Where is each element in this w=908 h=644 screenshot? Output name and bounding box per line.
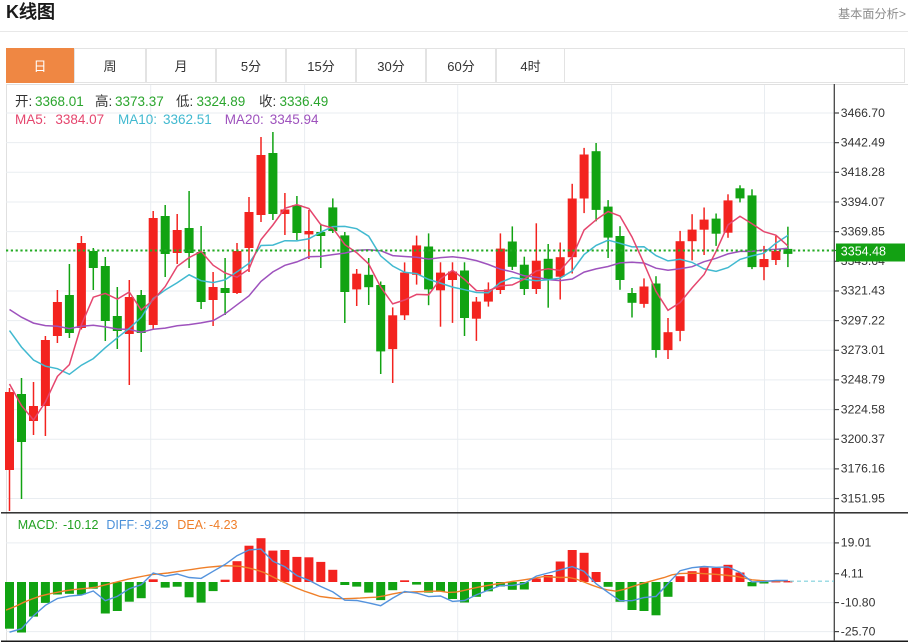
svg-text:MA20:: MA20: <box>225 112 264 127</box>
svg-text:3362.51: 3362.51 <box>163 112 212 127</box>
svg-text:-9.29: -9.29 <box>140 518 169 532</box>
svg-text:19.01: 19.01 <box>841 536 872 550</box>
svg-text:3176.16: 3176.16 <box>841 462 885 476</box>
svg-text:3466.70: 3466.70 <box>841 106 885 120</box>
svg-text:3354.48: 3354.48 <box>841 245 886 259</box>
svg-text:3248.79: 3248.79 <box>841 373 885 387</box>
svg-text:-25.70: -25.70 <box>841 624 876 638</box>
svg-text:3324.89: 3324.89 <box>197 94 246 109</box>
svg-text:高:: 高: <box>95 93 112 109</box>
svg-text:3384.07: 3384.07 <box>55 112 104 127</box>
svg-text:3345.94: 3345.94 <box>270 112 319 127</box>
svg-text:3297.22: 3297.22 <box>841 313 885 327</box>
svg-text:3200.37: 3200.37 <box>841 432 885 446</box>
svg-text:3418.28: 3418.28 <box>841 165 885 179</box>
svg-text:收:: 收: <box>259 94 276 109</box>
svg-text:MACD:: MACD: <box>18 518 58 532</box>
svg-text:-10.80: -10.80 <box>841 595 876 609</box>
svg-text:3273.01: 3273.01 <box>841 343 885 357</box>
svg-text:MA10:: MA10: <box>118 112 157 127</box>
svg-text:开:: 开: <box>15 94 32 109</box>
svg-text:-10.12: -10.12 <box>63 518 98 532</box>
svg-text:3368.01: 3368.01 <box>35 94 84 109</box>
svg-text:DIFF:: DIFF: <box>106 518 137 532</box>
svg-text:3151.95: 3151.95 <box>841 491 885 505</box>
svg-text:3336.49: 3336.49 <box>280 94 329 109</box>
svg-text:DEA:: DEA: <box>177 518 206 532</box>
svg-text:3224.58: 3224.58 <box>841 402 885 416</box>
svg-text:3321.43: 3321.43 <box>841 284 885 298</box>
svg-text:4.11: 4.11 <box>841 567 864 581</box>
svg-text:3369.85: 3369.85 <box>841 224 885 238</box>
svg-text:3442.49: 3442.49 <box>841 135 885 149</box>
svg-text:3394.07: 3394.07 <box>841 195 885 209</box>
svg-text:低:: 低: <box>176 94 193 109</box>
svg-text:3373.37: 3373.37 <box>115 94 164 109</box>
svg-text:MA5:: MA5: <box>15 112 47 127</box>
svg-text:-4.23: -4.23 <box>209 518 238 532</box>
